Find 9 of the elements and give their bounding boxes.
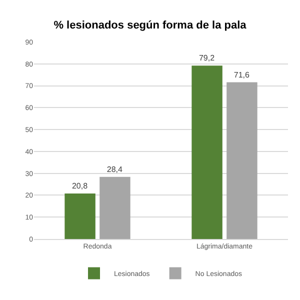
data-label: 71,6	[234, 70, 250, 80]
bar	[64, 193, 96, 239]
bar	[192, 66, 222, 239]
bar	[226, 82, 258, 239]
chart-title: % lesionados según forma de la pala	[54, 20, 248, 32]
bar	[100, 176, 130, 239]
data-label: 20,8	[72, 181, 88, 190]
data-label: 28,4	[106, 164, 124, 174]
data-label: 79,2	[198, 54, 216, 63]
